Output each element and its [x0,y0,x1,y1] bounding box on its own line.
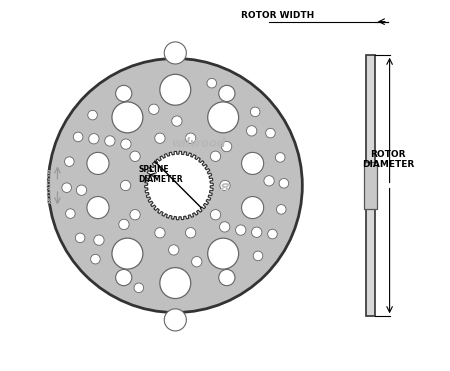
Circle shape [172,116,182,126]
Text: ROTOR
DIAMETER: ROTOR DIAMETER [362,150,414,170]
Circle shape [87,197,109,219]
Circle shape [116,269,132,286]
Circle shape [90,255,100,264]
Polygon shape [145,151,213,220]
Text: 8: 8 [220,182,230,196]
Circle shape [220,180,230,191]
Circle shape [185,228,196,238]
Circle shape [105,136,115,146]
Circle shape [275,152,285,162]
Circle shape [94,235,104,245]
Circle shape [208,102,238,133]
Text: ROTATION: ROTATION [48,168,54,203]
Circle shape [268,229,277,239]
Circle shape [276,204,286,214]
Circle shape [208,238,238,269]
Circle shape [121,180,131,191]
Circle shape [48,59,302,312]
Circle shape [121,139,131,149]
Circle shape [134,283,144,293]
Circle shape [279,178,289,188]
Circle shape [219,85,235,102]
Bar [366,55,375,316]
Circle shape [242,197,264,219]
Circle shape [160,267,191,299]
Circle shape [155,133,165,143]
Circle shape [148,104,159,114]
Circle shape [210,151,220,161]
Circle shape [242,152,264,174]
Circle shape [66,209,75,219]
Circle shape [219,269,235,286]
Circle shape [119,219,129,230]
Circle shape [76,185,87,196]
Circle shape [247,126,257,136]
Circle shape [185,133,196,143]
Circle shape [250,107,260,116]
Circle shape [73,132,83,142]
Circle shape [164,42,186,64]
Circle shape [155,228,165,238]
Circle shape [64,157,74,167]
Circle shape [130,151,140,161]
Circle shape [169,245,179,255]
Circle shape [116,85,132,102]
Circle shape [62,183,72,193]
Circle shape [252,227,262,237]
Circle shape [88,110,97,120]
Circle shape [207,78,216,88]
Circle shape [221,141,232,152]
Circle shape [160,74,191,105]
Circle shape [253,251,263,261]
Circle shape [87,152,109,174]
Circle shape [164,309,186,331]
Circle shape [192,257,202,267]
Circle shape [220,222,230,232]
Circle shape [235,225,246,235]
Circle shape [264,175,274,186]
Circle shape [266,128,275,138]
Text: SPLINE
DIAMETER: SPLINE DIAMETER [139,165,183,184]
Circle shape [210,210,220,220]
Text: ROTOR WIDTH: ROTOR WIDTH [241,11,314,20]
Bar [364,162,377,209]
Circle shape [112,102,143,133]
Circle shape [75,233,85,243]
Circle shape [112,238,143,269]
Circle shape [89,134,99,144]
Text: wilwood: wilwood [172,137,226,150]
Circle shape [130,210,140,220]
